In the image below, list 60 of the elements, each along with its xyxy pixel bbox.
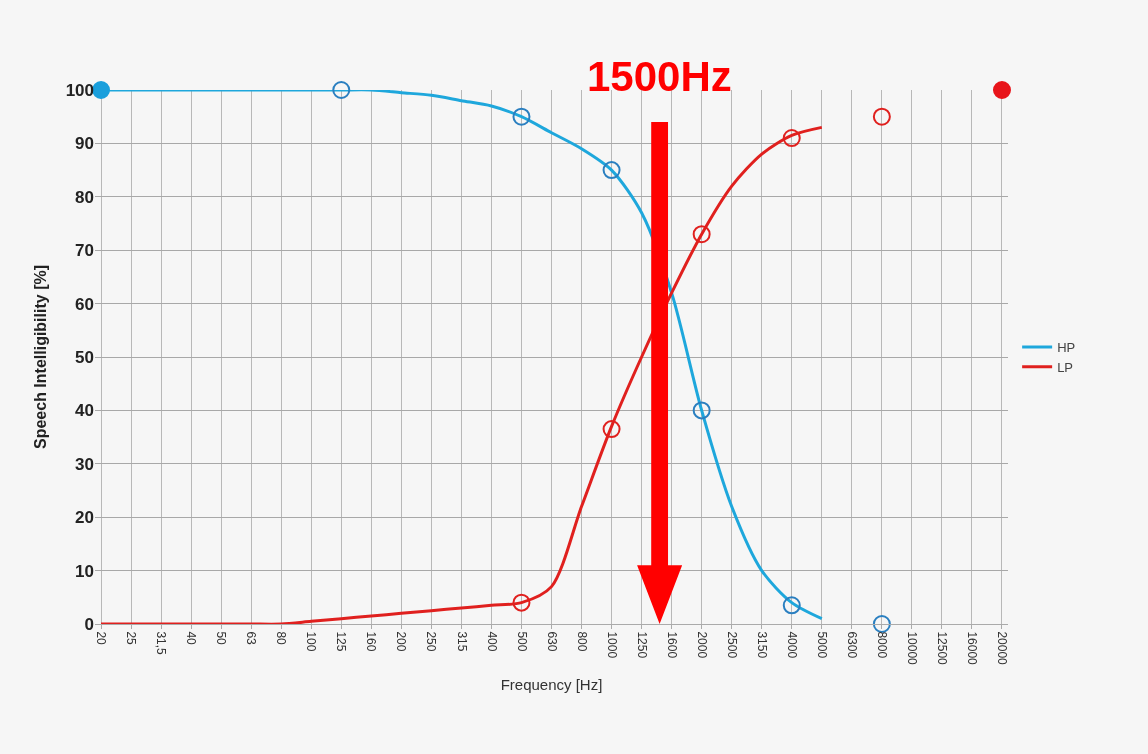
y-tick-label: 10 xyxy=(75,561,94,581)
point xyxy=(782,129,801,148)
x-tick-label: 400 xyxy=(484,631,499,652)
x-tick-label: 63 xyxy=(244,631,259,646)
x-tick-label: 2500 xyxy=(724,631,739,659)
y-tick-label: 60 xyxy=(75,294,94,314)
point xyxy=(872,107,891,126)
x-tick-label: 5000 xyxy=(814,631,829,659)
y-tick-label: 20 xyxy=(75,508,94,528)
point xyxy=(692,225,711,244)
x-tick-label: 1600 xyxy=(664,631,679,659)
y-tick-label: 0 xyxy=(84,614,94,634)
x-tick-label: 630 xyxy=(544,631,559,652)
x-tick-label: 40 xyxy=(184,631,199,646)
point xyxy=(602,161,621,180)
x-tick-label: 1250 xyxy=(634,631,649,659)
legend-label: LP xyxy=(1057,359,1074,375)
point xyxy=(692,401,711,420)
x-tick-label: 12500 xyxy=(935,631,950,666)
y-tick-label: 40 xyxy=(75,401,94,421)
point xyxy=(993,81,1011,99)
x-tick-label: 6300 xyxy=(844,631,859,659)
point xyxy=(332,81,351,99)
x-tick-label: 500 xyxy=(514,631,529,652)
x-tick-label: 10000 xyxy=(904,631,919,666)
y-tick-label: 50 xyxy=(75,347,94,367)
x-tick-label: 16000 xyxy=(965,631,980,666)
y-tick-label: 30 xyxy=(75,454,94,474)
legend-label: HP xyxy=(1057,340,1076,356)
x-tick-label: 4000 xyxy=(784,631,799,659)
x-tick-label: 50 xyxy=(214,631,229,646)
x-tick-label: 1000 xyxy=(604,631,619,659)
x-tick-label: 125 xyxy=(334,631,349,652)
x-tick-label: 25 xyxy=(124,631,139,646)
y-tick-label: 100 xyxy=(65,80,94,100)
y-tick-label: 80 xyxy=(75,187,94,207)
point xyxy=(602,420,621,439)
x-axis-title: Frequency [Hz] xyxy=(500,676,603,694)
x-tick-label: 200 xyxy=(394,631,409,652)
point xyxy=(782,596,801,615)
annotation: 1500Hz xyxy=(587,53,732,100)
x-tick-label: 800 xyxy=(574,631,589,652)
y-tick-label: 70 xyxy=(75,241,94,261)
x-tick-label: 3150 xyxy=(754,631,769,659)
point xyxy=(512,107,531,126)
x-tick-label: 250 xyxy=(424,631,439,652)
x-tick-label: 80 xyxy=(274,631,289,646)
point xyxy=(872,615,891,633)
x-tick-label: 8000 xyxy=(874,631,889,659)
x-tick-label: 315 xyxy=(454,631,469,652)
x-tick-label: 100 xyxy=(304,631,319,652)
x-tick-label: 160 xyxy=(364,631,379,652)
y-axis-title: Speech Intelligibility [%] xyxy=(31,264,49,450)
x-tick-label: 20 xyxy=(94,631,109,646)
y-tick-label: 90 xyxy=(75,134,94,154)
x-tick-label: 31,5 xyxy=(154,631,169,656)
point xyxy=(512,593,531,612)
x-tick-label: 20000 xyxy=(995,631,1010,666)
x-tick-label: 2000 xyxy=(694,631,709,659)
point xyxy=(92,81,111,99)
